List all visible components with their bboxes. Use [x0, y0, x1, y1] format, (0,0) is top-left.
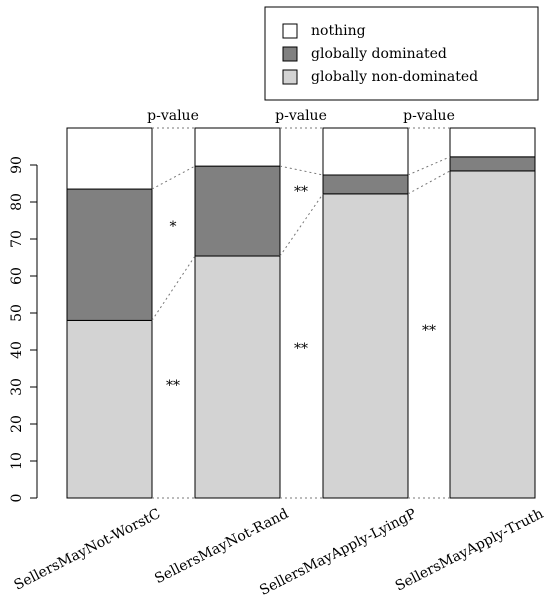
connector [407, 156, 451, 176]
p-value-label: p-value [275, 108, 327, 124]
legend-swatch [282, 23, 298, 39]
legend-swatch [282, 46, 298, 62]
bar-segment [322, 193, 409, 499]
bar-segment [449, 127, 536, 158]
y-tick-label: 80 [9, 193, 25, 211]
significance-stars: * [170, 219, 177, 235]
connector [151, 255, 196, 321]
connector [407, 170, 451, 195]
bar-segment [194, 127, 281, 167]
bar-segment [66, 127, 153, 190]
p-value-label: p-value [403, 108, 455, 124]
y-tick-label: 60 [9, 267, 25, 285]
legend-label: globally non-dominated [311, 69, 478, 85]
x-tick-label: SellersMayNot-WorstC [12, 506, 164, 594]
bar-segment [322, 127, 409, 176]
significance-stars: ** [294, 341, 308, 357]
bar-segment [449, 170, 536, 499]
significance-stars: ** [294, 184, 308, 200]
legend-label: globally dominated [311, 46, 447, 62]
significance-stars: ** [422, 323, 436, 339]
connector [151, 165, 196, 190]
bar-segment [66, 319, 153, 499]
y-tick-label: 40 [9, 341, 25, 359]
legend-box [264, 6, 539, 101]
y-tick-label: 10 [9, 452, 25, 470]
y-tick-label: 20 [9, 415, 25, 433]
bar-segment [66, 188, 153, 321]
y-tick-label: 50 [9, 304, 25, 322]
significance-stars: ** [166, 378, 180, 394]
bar-segment [194, 255, 281, 499]
connector [279, 193, 324, 257]
bar-segment [322, 174, 409, 195]
bar-segment [194, 165, 281, 257]
y-tick-label: 0 [9, 494, 25, 503]
p-value-label: p-value [147, 108, 199, 124]
legend-swatch [282, 69, 298, 85]
x-tick-label: SellersMayNot-Rand [152, 506, 291, 587]
y-tick-label: 70 [9, 230, 25, 248]
connector [279, 165, 324, 176]
y-tick-label: 90 [9, 156, 25, 174]
bar-segment [449, 156, 536, 172]
legend-label: nothing [311, 23, 366, 39]
y-tick-label: 30 [9, 378, 25, 396]
